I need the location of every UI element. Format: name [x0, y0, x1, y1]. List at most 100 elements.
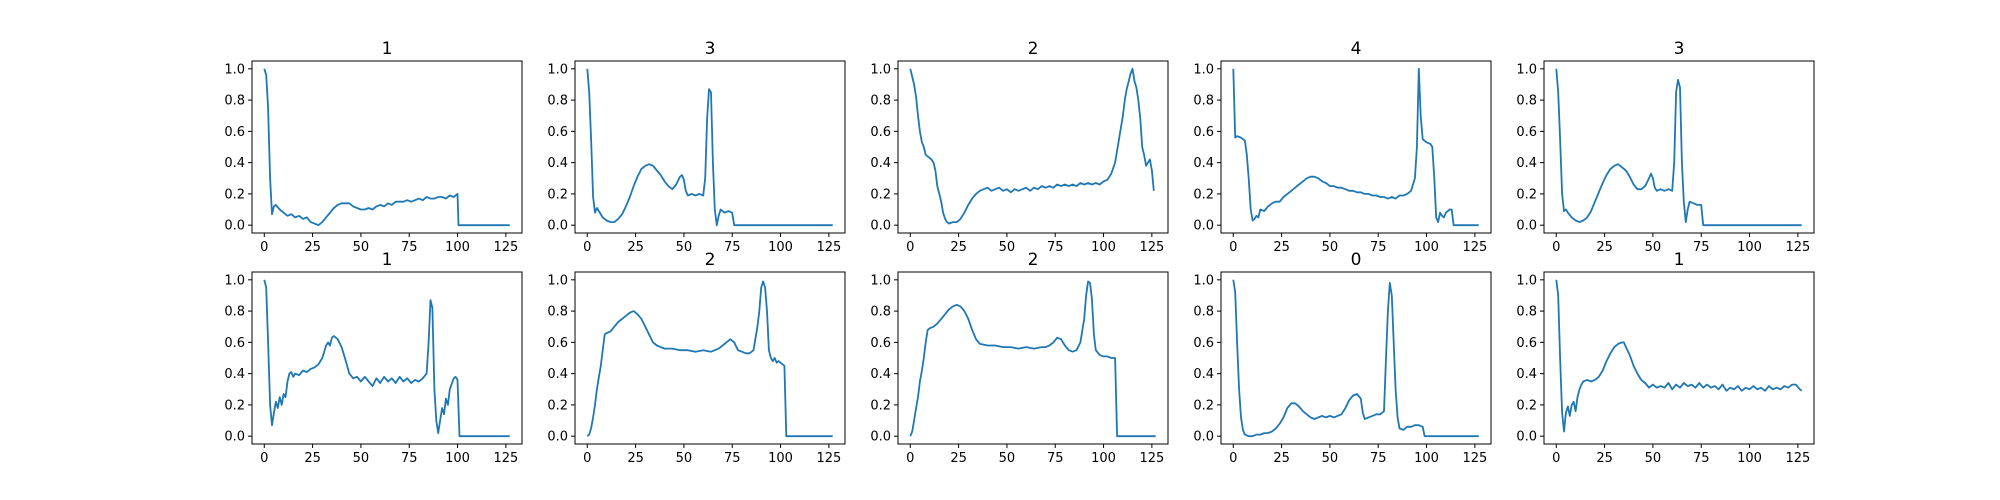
y-tick-label: 0.4	[547, 156, 568, 171]
x-tick-label: 50	[1322, 240, 1339, 255]
x-tick-label: 50	[676, 451, 693, 466]
y-tick-label: 0.4	[1516, 156, 1537, 171]
subplot-title: 2	[705, 250, 716, 270]
x-tick-label: 100	[1091, 240, 1116, 255]
x-tick-label: 75	[1047, 451, 1064, 466]
y-tick-label: 1.0	[870, 273, 891, 288]
subplot-10: 0 25 50 75 100 125 0.0 0.2 0.4 0.6 0.8 1.0 1	[1516, 250, 1815, 466]
axes-frame	[1543, 60, 1815, 234]
x-tick-label: 25	[304, 451, 321, 466]
x-tick-label: 125	[493, 451, 518, 466]
y-tick-label: 0.6	[1193, 125, 1214, 140]
x-tick-label: 125	[493, 240, 518, 255]
x-tick-label: 100	[1414, 240, 1439, 255]
y-tick-label: 0.0	[224, 430, 245, 445]
x-tick-label: 75	[401, 451, 418, 466]
series-line	[1555, 68, 1802, 227]
y-tick-label: 0.4	[224, 367, 245, 382]
y-tick-label: 0.2	[1193, 187, 1214, 202]
x-tick-label: 125	[816, 451, 841, 466]
y-tick-label: 1.0	[1516, 62, 1537, 77]
x-tick-label: 0	[906, 240, 914, 255]
series-line	[1232, 67, 1479, 227]
x-tick-label: 50	[1645, 451, 1662, 466]
subplot-8: 0 25 50 75 100 125 0.0 0.2 0.4 0.6 0.8 1.0 2	[870, 250, 1169, 466]
x-tick-label: 50	[999, 240, 1016, 255]
x-tick-label: 75	[724, 451, 741, 466]
y-tick-label: 0.4	[547, 367, 568, 382]
x-tick-label: 100	[1737, 240, 1762, 255]
x-tick-label: 0	[1229, 240, 1237, 255]
x-tick-label: 100	[768, 240, 793, 255]
x-tick-label: 125	[1139, 451, 1164, 466]
x-tick-label: 0	[583, 451, 591, 466]
y-tick-label: 0.4	[1193, 367, 1214, 382]
subplot-9: 0 25 50 75 100 125 0.0 0.2 0.4 0.6 0.8 1.0 0	[1193, 250, 1492, 466]
series-line	[909, 280, 1156, 438]
series-line	[586, 280, 833, 438]
axes-frame	[574, 271, 846, 445]
subplot-5: 0 25 50 75 100 125 0.0 0.2 0.4 0.6 0.8 1.0 3	[1516, 39, 1815, 255]
series-line	[263, 279, 510, 438]
y-tick-label: 0.4	[870, 156, 891, 171]
x-tick-label: 100	[445, 240, 470, 255]
y-tick-label: 0.2	[870, 187, 891, 202]
axes-frame	[1543, 271, 1815, 445]
y-tick-label: 1.0	[224, 273, 245, 288]
axes-frame	[897, 271, 1169, 445]
y-tick-label: 1.0	[1516, 273, 1537, 288]
y-tick-label: 0.4	[224, 156, 245, 171]
y-tick-label: 0.6	[224, 336, 245, 351]
y-tick-label: 0.2	[224, 398, 245, 413]
y-tick-label: 0.8	[547, 94, 568, 109]
x-tick-label: 25	[1596, 451, 1613, 466]
x-tick-label: 125	[1785, 240, 1810, 255]
y-tick-label: 0.0	[547, 219, 568, 234]
x-tick-label: 0	[1229, 451, 1237, 466]
x-tick-label: 75	[1370, 240, 1387, 255]
axes-frame	[251, 271, 523, 445]
x-tick-label: 75	[1370, 451, 1387, 466]
subplot-title: 2	[1028, 250, 1039, 270]
y-tick-label: 1.0	[224, 62, 245, 77]
y-tick-label: 0.2	[1193, 398, 1214, 413]
y-tick-label: 0.0	[1516, 430, 1537, 445]
x-tick-label: 75	[401, 240, 418, 255]
y-tick-label: 1.0	[547, 273, 568, 288]
x-tick-label: 25	[950, 451, 967, 466]
x-tick-label: 50	[1645, 240, 1662, 255]
x-tick-label: 25	[304, 240, 321, 255]
x-tick-label: 0	[583, 240, 591, 255]
y-tick-label: 0.0	[1516, 219, 1537, 234]
x-tick-label: 75	[1693, 451, 1710, 466]
y-tick-label: 0.8	[870, 305, 891, 320]
subplot-1: 0 25 50 75 100 125 0.0 0.2 0.4 0.6 0.8 1.0 1	[224, 39, 523, 255]
subplot-title: 1	[382, 250, 393, 270]
y-tick-label: 0.6	[547, 125, 568, 140]
x-tick-label: 25	[627, 240, 644, 255]
y-tick-label: 0.0	[870, 430, 891, 445]
y-tick-label: 1.0	[870, 62, 891, 77]
y-tick-label: 0.6	[1193, 336, 1214, 351]
series-line	[586, 68, 833, 227]
x-tick-label: 125	[1785, 451, 1810, 466]
y-tick-label: 0.0	[224, 219, 245, 234]
axes-frame	[574, 60, 846, 234]
subplot-title: 1	[382, 39, 393, 59]
y-tick-label: 0.6	[870, 336, 891, 351]
x-tick-label: 125	[1462, 240, 1487, 255]
subplot-title: 2	[1028, 39, 1039, 59]
y-tick-label: 1.0	[1193, 273, 1214, 288]
x-tick-label: 0	[260, 240, 268, 255]
y-tick-label: 0.6	[1516, 125, 1537, 140]
y-tick-label: 0.2	[1516, 398, 1537, 413]
series-line	[1232, 279, 1479, 438]
y-tick-label: 0.2	[547, 398, 568, 413]
x-tick-label: 25	[1273, 451, 1290, 466]
x-tick-label: 25	[1596, 240, 1613, 255]
y-tick-label: 0.8	[224, 305, 245, 320]
y-tick-label: 0.2	[547, 187, 568, 202]
series-line	[1555, 279, 1803, 433]
x-tick-label: 0	[1552, 451, 1560, 466]
